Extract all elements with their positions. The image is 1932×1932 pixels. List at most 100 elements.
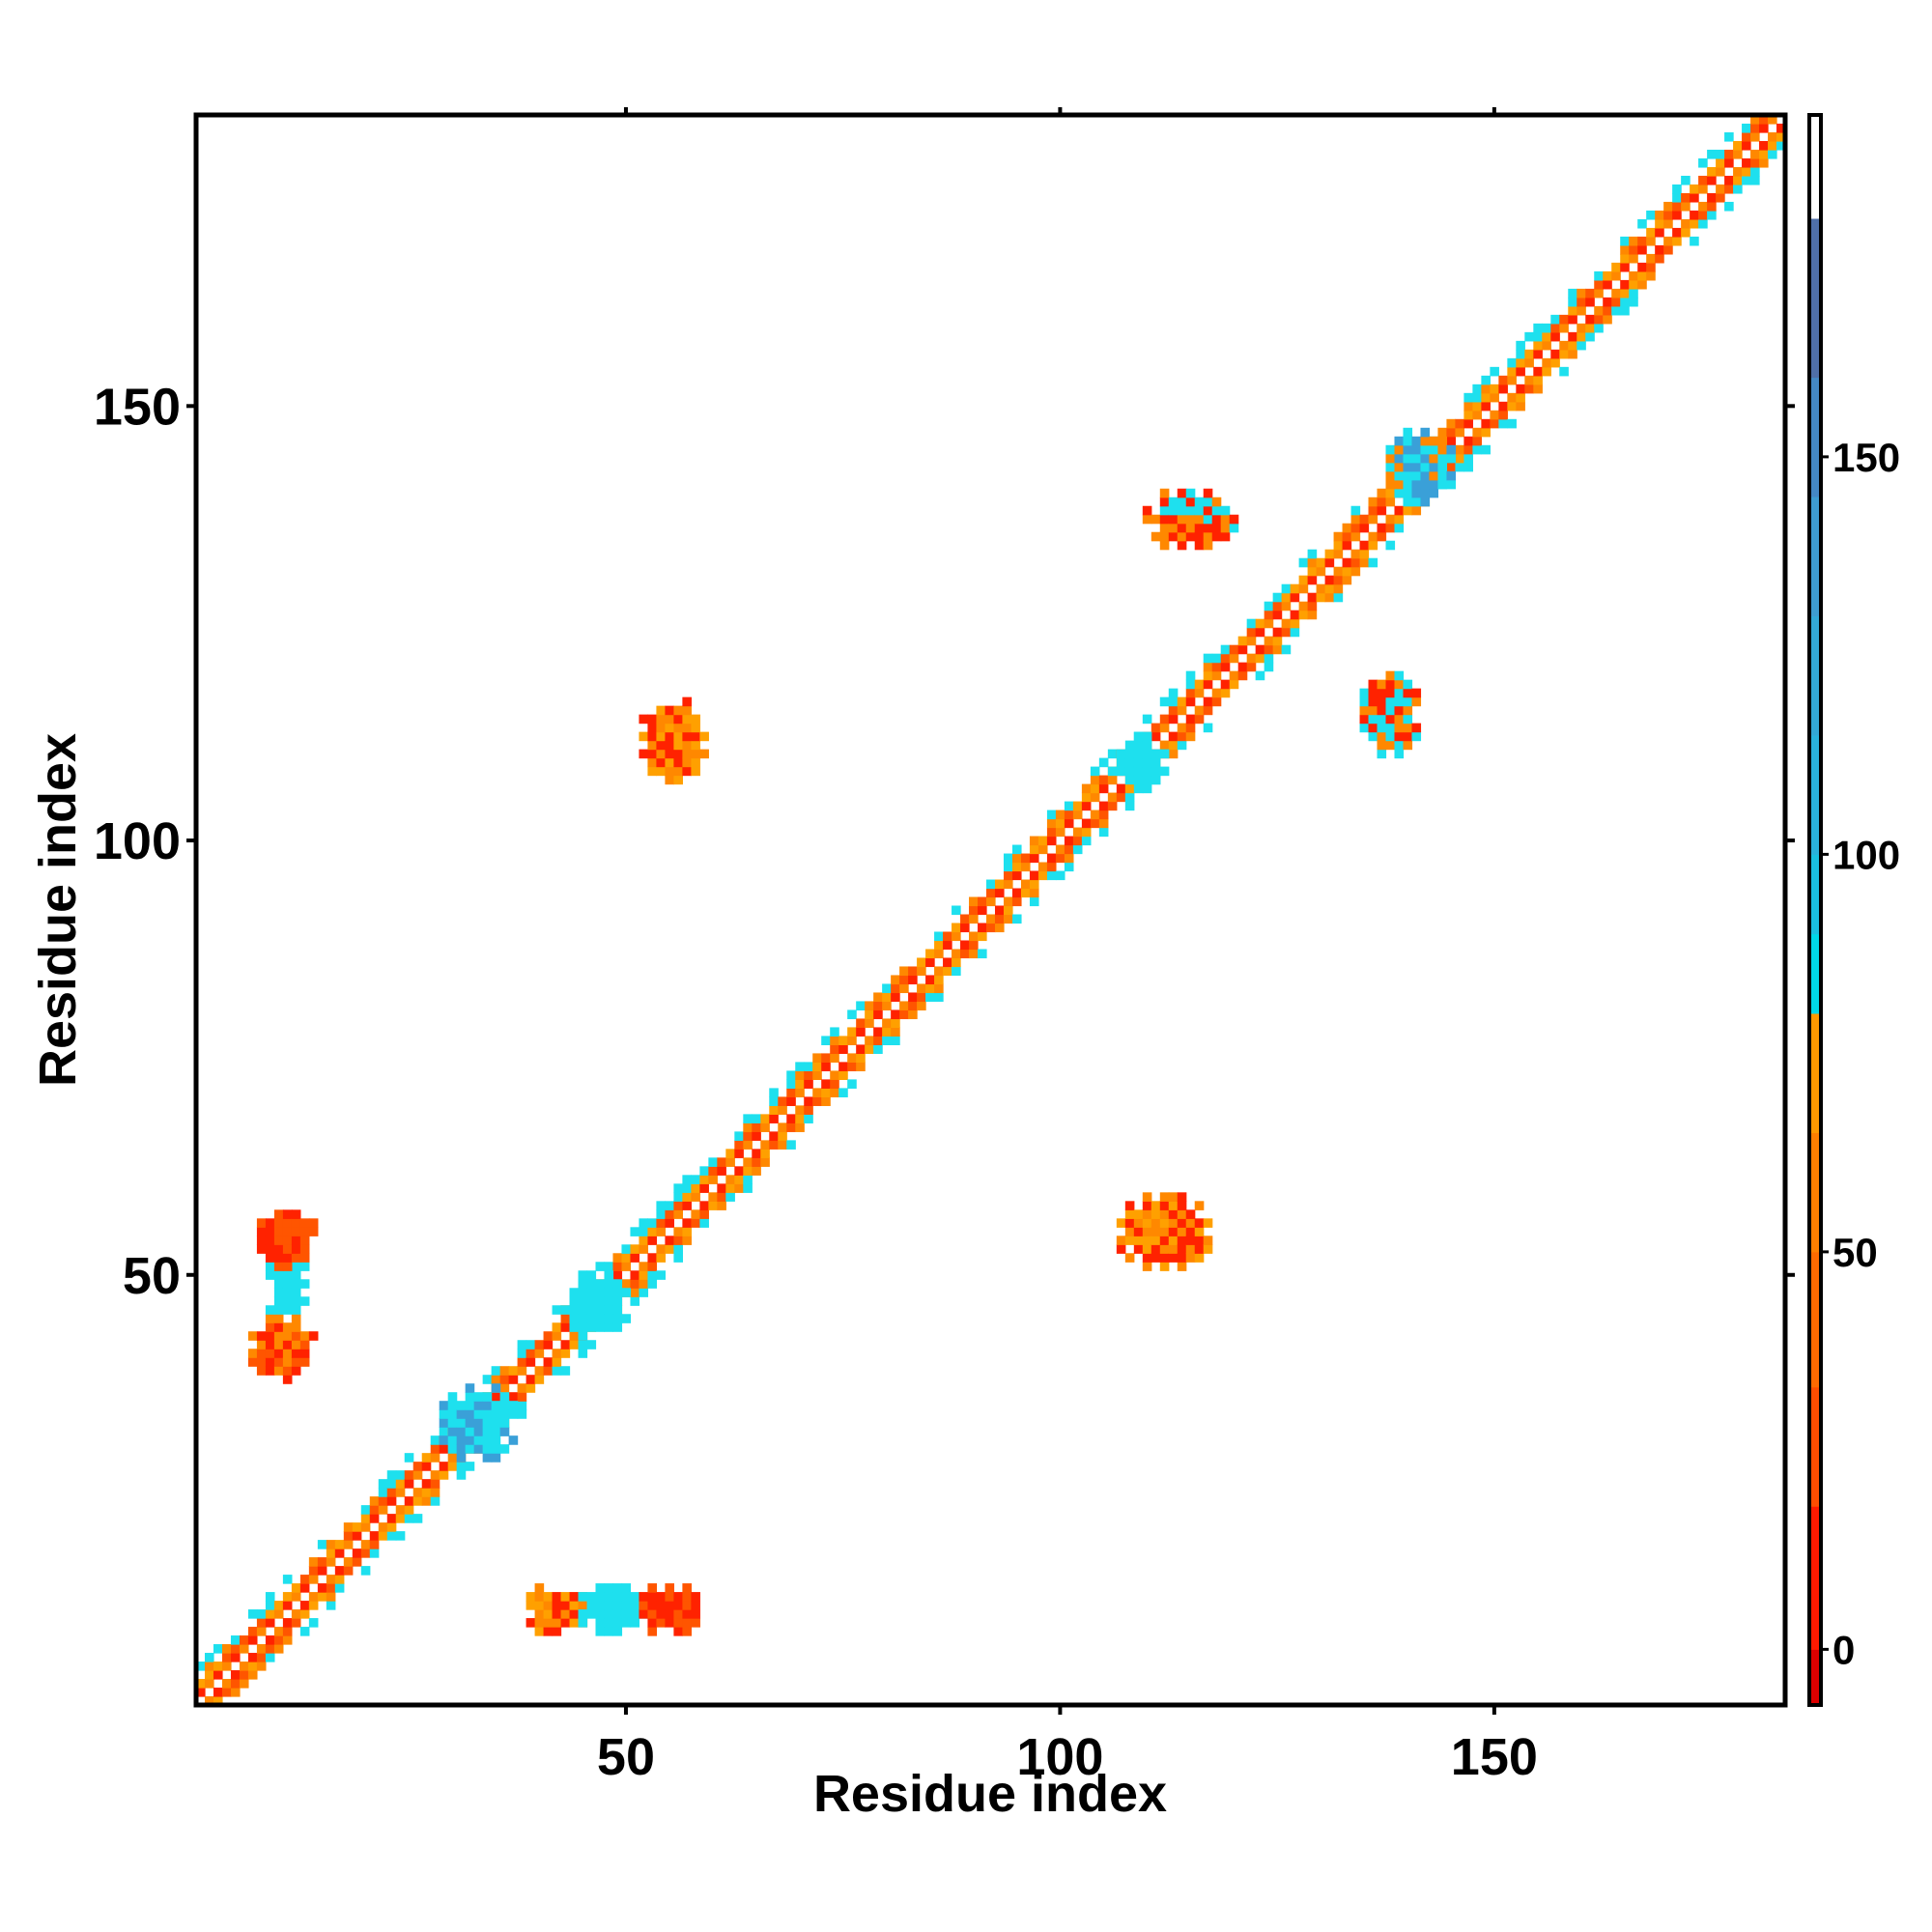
contact-cluster-cell bbox=[291, 1209, 301, 1219]
diagonal-contact-cell bbox=[1516, 366, 1525, 377]
diagonal-contact-cell bbox=[534, 1349, 545, 1358]
diagonal-contact-cell bbox=[1603, 314, 1612, 325]
diagonal-contact-cell bbox=[1064, 844, 1074, 855]
diagonal-contact-cell bbox=[430, 1453, 440, 1463]
diagonal-contact-cell bbox=[934, 949, 944, 959]
contact-cluster-cell bbox=[1368, 731, 1378, 742]
diagonal-contact-cell bbox=[1629, 270, 1638, 281]
diagonal-contact-cell bbox=[1333, 549, 1344, 559]
diagonal-contact-cell bbox=[1142, 714, 1152, 724]
diagonal-contact-cell bbox=[1342, 540, 1352, 551]
diagonal-contact-cell bbox=[386, 1514, 397, 1523]
diagonal-contact-cell bbox=[647, 1262, 658, 1271]
contact-cluster-cell bbox=[499, 1427, 510, 1436]
diagonal-contact-cell bbox=[891, 1009, 900, 1020]
contact-cluster-cell bbox=[499, 1401, 510, 1410]
diagonal-contact-cell bbox=[404, 1453, 414, 1463]
contact-cluster-cell bbox=[1420, 470, 1431, 481]
contact-cluster-cell bbox=[1429, 479, 1439, 490]
contact-cluster-cell bbox=[1394, 731, 1405, 742]
diagonal-contact-cell bbox=[734, 1131, 744, 1141]
contact-cluster-cell bbox=[1211, 505, 1222, 516]
diagonal-contact-cell bbox=[1011, 896, 1022, 907]
contact-cluster-cell bbox=[1437, 453, 1448, 464]
diagonal-contact-cell bbox=[795, 1062, 805, 1071]
contact-cluster-cell bbox=[647, 749, 658, 759]
contact-cluster-cell bbox=[1394, 436, 1405, 446]
diagonal-contact-cell bbox=[1646, 210, 1656, 220]
diagonal-contact-cell bbox=[821, 1079, 831, 1089]
contact-cluster-cell bbox=[534, 1583, 545, 1593]
diagonal-contact-cell bbox=[560, 1322, 571, 1332]
contact-cluster-cell bbox=[282, 1209, 293, 1219]
diagonal-contact-cell bbox=[769, 1088, 779, 1097]
contact-cluster-cell bbox=[586, 1270, 597, 1280]
diagonal-contact-cell bbox=[691, 1175, 700, 1184]
contact-cluster-cell bbox=[630, 1601, 640, 1610]
contact-cluster-cell bbox=[647, 766, 658, 777]
diagonal-contact-cell bbox=[1481, 418, 1491, 429]
contact-cluster-cell bbox=[691, 1601, 700, 1610]
diagonal-contact-cell bbox=[552, 1322, 562, 1332]
diagonal-contact-cell bbox=[1151, 723, 1161, 733]
diagonal-contact-cell bbox=[543, 1331, 554, 1341]
diagonal-contact-cell bbox=[1003, 914, 1013, 924]
contact-cluster-cell bbox=[656, 714, 667, 724]
contact-cluster-cell bbox=[308, 1331, 319, 1341]
diagonal-contact-cell bbox=[752, 1166, 761, 1176]
contact-cluster-cell bbox=[612, 1279, 623, 1289]
diagonal-contact-cell bbox=[1655, 218, 1664, 229]
contact-cluster-cell bbox=[282, 1305, 293, 1315]
contact-cluster-cell bbox=[256, 1331, 267, 1341]
diagonal-contact-cell bbox=[1316, 557, 1326, 568]
diagonal-contact-cell bbox=[1350, 566, 1361, 577]
diagonal-contact-cell bbox=[1750, 131, 1760, 142]
contact-cluster-cell bbox=[1185, 1253, 1196, 1263]
diagonal-contact-cell bbox=[256, 1662, 267, 1671]
diagonal-contact-cell bbox=[952, 905, 961, 916]
contact-cluster-cell bbox=[1142, 1236, 1152, 1245]
diagonal-contact-cell bbox=[247, 1627, 258, 1636]
diagonal-contact-cell bbox=[917, 957, 926, 968]
contact-cluster-cell bbox=[291, 1236, 301, 1245]
diagonal-contact-cell bbox=[673, 1183, 683, 1193]
diagonal-contact-cell bbox=[1124, 801, 1135, 811]
diagonal-contact-cell bbox=[1333, 540, 1344, 551]
diagonal-contact-cell bbox=[1324, 549, 1335, 559]
diagonal-contact-cell bbox=[1107, 749, 1118, 759]
diagonal-contact-cell bbox=[1246, 662, 1257, 672]
diagonal-contact-cell bbox=[352, 1557, 362, 1567]
diagonal-contact-cell bbox=[1037, 862, 1048, 872]
diagonal-contact-cell bbox=[560, 1340, 571, 1350]
colorbar-tick-label: 150 bbox=[1833, 435, 1900, 480]
contact-cluster-cell bbox=[465, 1444, 475, 1454]
diagonal-contact-cell bbox=[230, 1688, 241, 1697]
diagonal-contact-cell bbox=[743, 1122, 753, 1132]
diagonal-contact-cell bbox=[1281, 644, 1292, 655]
contact-cluster-cell bbox=[282, 1357, 293, 1367]
contact-cluster-cell bbox=[647, 757, 658, 768]
diagonal-contact-cell bbox=[917, 966, 926, 977]
diagonal-contact-cell bbox=[717, 1157, 726, 1167]
contact-cluster-cell bbox=[1159, 1201, 1170, 1210]
contact-cluster-cell bbox=[482, 1401, 493, 1410]
contact-cluster-cell bbox=[291, 1218, 301, 1228]
contact-cluster-cell bbox=[247, 1357, 258, 1367]
contact-cluster-cell bbox=[1220, 523, 1231, 533]
diagonal-contact-cell bbox=[1107, 792, 1118, 803]
contact-cluster-cell bbox=[604, 1296, 614, 1306]
diagonal-contact-cell bbox=[378, 1531, 388, 1541]
contact-cluster-cell bbox=[1411, 470, 1422, 481]
diagonal-contact-cell bbox=[699, 1175, 709, 1184]
diagonal-contact-cell bbox=[1307, 566, 1318, 577]
contact-cluster-cell bbox=[1411, 436, 1422, 446]
diagonal-contact-cell bbox=[821, 1053, 831, 1063]
diagonal-contact-cell bbox=[1542, 323, 1551, 333]
contact-cluster-cell bbox=[1151, 531, 1161, 542]
diagonal-contact-cell bbox=[308, 1618, 319, 1628]
colorbar-band bbox=[1809, 1506, 1821, 1650]
diagonal-contact-cell bbox=[612, 1253, 623, 1263]
diagonal-contact-cell bbox=[369, 1514, 380, 1523]
contact-cluster-cell bbox=[273, 1270, 284, 1280]
diagonal-contact-cell bbox=[1716, 157, 1725, 168]
